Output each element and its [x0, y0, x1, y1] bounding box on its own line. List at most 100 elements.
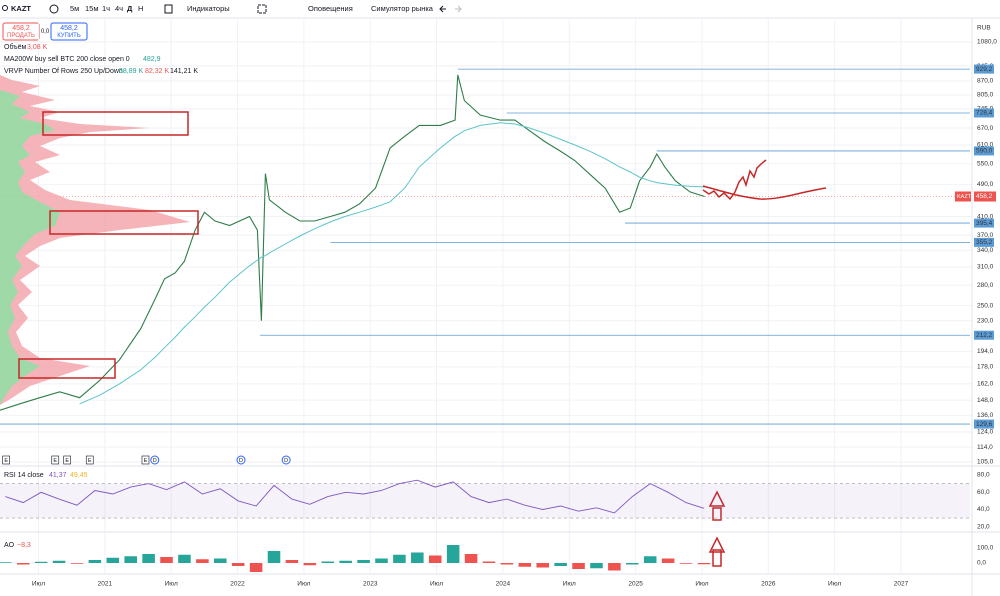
ao-bar [214, 558, 227, 563]
ao-bar [70, 563, 84, 564]
interval[interactable]: 1ч [102, 4, 110, 13]
layout-icon[interactable] [257, 4, 267, 14]
ao-bar [446, 545, 460, 563]
interval[interactable]: Д [127, 4, 133, 13]
buy-label: КУПИТЬ [57, 33, 81, 39]
y-tick-label: 40,0 [977, 506, 990, 513]
interval[interactable]: 4ч [115, 4, 123, 13]
legend-name: RSI 14 close [4, 472, 44, 479]
level-label: 590,0 [976, 148, 993, 155]
x-tick-label: 2026 [761, 581, 776, 588]
ao-bar [697, 563, 711, 565]
event-marker [150, 455, 160, 465]
level-label: 728,4 [976, 110, 993, 117]
ao-bar [267, 551, 281, 563]
event-label: E [53, 458, 57, 464]
x-tick-label: Июл [563, 581, 576, 588]
interval[interactable]: 15м [85, 4, 99, 13]
ao-bar [536, 563, 549, 568]
ao-bar [375, 558, 388, 563]
ao-bar [572, 563, 585, 569]
event-label: D [239, 458, 243, 464]
legend-value: 58,89 K [119, 68, 143, 75]
x-tick-label: 2024 [496, 581, 511, 588]
level-label-box [974, 146, 994, 156]
rsi-pane: 80,0 60,0 40,0 20,0 [0, 472, 990, 530]
level-label: 129,6 [976, 421, 993, 428]
y-tick-label: 105,0 [977, 459, 994, 466]
interval[interactable]: Н [138, 4, 143, 13]
y-tick-label: 280,0 [977, 282, 994, 289]
arrow-up [708, 536, 726, 567]
event-marker [85, 455, 94, 465]
ao-pane: 100,0 0,0 [0, 545, 994, 572]
ao-bar [16, 563, 30, 565]
sell-label: ПРОДАТЬ [7, 33, 35, 39]
x-tick-label: Июл [430, 581, 443, 588]
level-label-box [974, 419, 994, 429]
arrow-up [708, 490, 726, 521]
search-icon[interactable] [2, 5, 8, 11]
y-tick-label: 490,0 [977, 181, 994, 188]
y-tick-label: 60,0 [977, 489, 990, 496]
legend-value: 41,37 [49, 472, 67, 479]
ao-bar [464, 554, 478, 563]
y-tick-label: 250,0 [977, 302, 994, 309]
price-tag-value: 458,2 [976, 193, 993, 200]
ao-bar [590, 563, 603, 569]
toolbar-button[interactable]: Симулятор рынка [371, 4, 434, 13]
ao-bar [661, 558, 675, 563]
event-label: E [88, 458, 92, 464]
level-label-box [974, 218, 994, 228]
sell-price: 458,2 [12, 25, 30, 32]
ao-bar [554, 563, 567, 566]
ao-bar [321, 561, 335, 563]
ao-bar [142, 554, 155, 563]
ao-bar [34, 561, 48, 563]
undo[interactable] [439, 5, 446, 13]
chart-type-icon[interactable] [164, 4, 173, 14]
ao-bar [626, 563, 639, 565]
ao-bar [0, 562, 12, 563]
forecast-line [702, 159, 767, 201]
series-line [79, 122, 705, 405]
level-label: 395,4 [976, 220, 993, 227]
legend-value: 141,21 K [170, 68, 198, 75]
level-label-box [974, 237, 994, 247]
highlight-box [49, 210, 199, 235]
event-label: E [4, 458, 8, 464]
ao-bar [393, 554, 406, 563]
level-label-box [974, 330, 994, 340]
series-line [0, 74, 705, 411]
ao-bar [88, 560, 102, 563]
ao-bar [124, 556, 137, 563]
ao-bar [500, 563, 514, 565]
ao-bar [303, 563, 317, 566]
event-marker [51, 455, 60, 465]
ao-bar [178, 554, 191, 563]
event-marker [141, 455, 150, 465]
redo[interactable] [455, 5, 462, 13]
ao-bar [357, 560, 370, 563]
legend-value: 3,08 K [27, 44, 48, 51]
y-tick-label: 370,0 [977, 232, 994, 239]
legend-name: MA200W buy sell BTC 200 close open 0 [4, 56, 130, 63]
toolbar-button[interactable]: Оповещения [308, 4, 353, 13]
y-tick-label: 162,0 [977, 381, 994, 388]
buy-button[interactable] [50, 22, 88, 41]
ao-bar [643, 556, 657, 563]
interval[interactable]: 5м [70, 4, 79, 13]
add-symbol[interactable] [49, 4, 59, 14]
legend-value: 82,32 K [145, 68, 169, 75]
event-label: E [144, 458, 148, 464]
legend-value: −8,3 [17, 542, 31, 549]
sell-button[interactable] [2, 22, 40, 41]
price-tag [974, 191, 996, 202]
toolbar-button[interactable]: Индикаторы [187, 4, 230, 13]
symbol[interactable]: KAZT [11, 4, 31, 13]
y-tick-label: 124,0 [977, 429, 994, 436]
y-tick-label: 100,0 [977, 545, 994, 552]
x-tick-label: Июл [297, 581, 310, 588]
